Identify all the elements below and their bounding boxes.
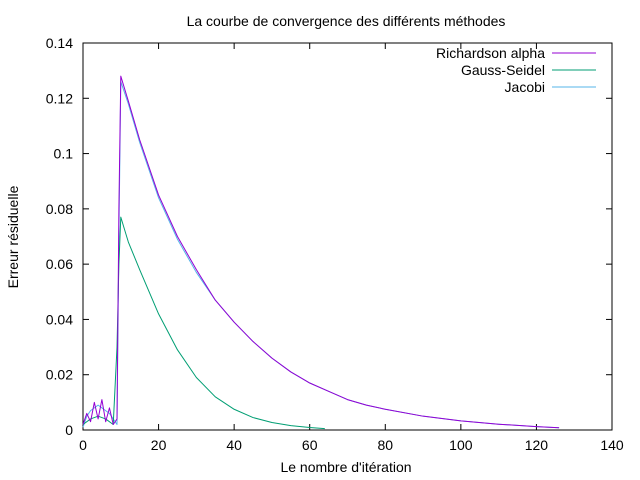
legend-label: Jacobi [505,79,545,95]
x-tick-label: 60 [302,437,318,453]
y-tick-label: 0.08 [46,201,73,217]
y-tick-label: 0.06 [46,256,73,272]
x-axis-label: Le nombre d'itération [280,459,411,475]
y-axis-label: Erreur résiduelle [5,185,21,288]
x-tick-label: 140 [600,437,624,453]
series-line-richardson-alpha [82,75,560,429]
x-axis: 0 20 40 60 80 100 120 140 [79,43,624,453]
plot-frame [82,42,613,431]
x-tick-label: 120 [525,437,549,453]
y-tick-label: 0.12 [46,90,73,106]
x-tick-label: 20 [151,437,167,453]
x-tick-label: 0 [79,437,87,453]
y-axis: 0 0.02 0.04 0.06 0.08 0.1 0.12 0.14 [46,35,612,438]
series-line-gauss-seidel [82,216,325,430]
chart-title: La courbe de convergence des différents … [187,13,506,29]
x-tick-label: 40 [226,437,242,453]
x-tick-label: 100 [449,437,473,453]
series-lines [82,75,560,430]
x-tick-label: 80 [377,437,393,453]
y-tick-label: 0.1 [54,146,74,162]
legend-label: Richardson alpha [436,45,545,61]
y-tick-label: 0 [65,422,73,438]
y-tick-label: 0.02 [46,367,73,383]
y-tick-label: 0.14 [46,35,73,51]
y-tick-label: 0.04 [46,311,73,327]
series-line-jacobi [82,81,560,429]
legend-label: Gauss-Seidel [461,62,545,78]
